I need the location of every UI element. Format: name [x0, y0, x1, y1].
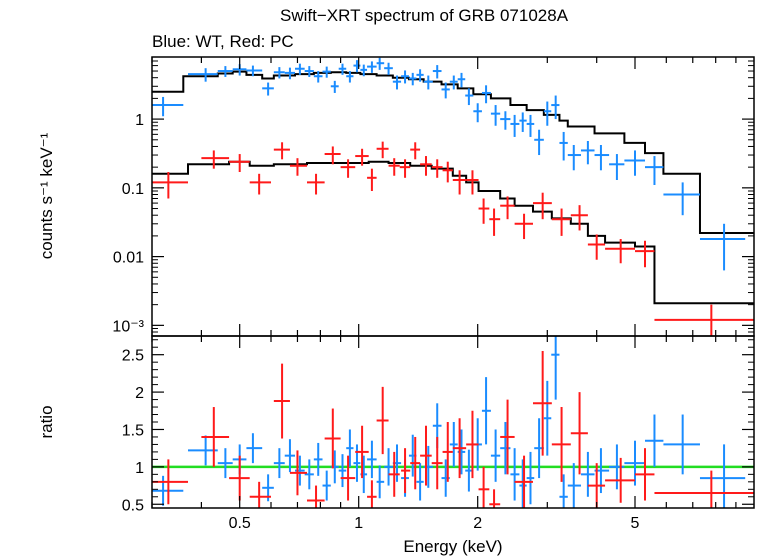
- x-tick-label: 2: [473, 515, 482, 532]
- bottom-y-tick-label: 2: [135, 385, 144, 402]
- top-y-tick-label: 10⁻³: [112, 318, 144, 335]
- x-axis-label: Energy (keV): [403, 537, 502, 556]
- bottom-y-tick-label: 1: [135, 460, 144, 477]
- top-y-axis-label: counts s⁻¹ keV⁻¹: [37, 132, 56, 259]
- bottom-y-axis-label: ratio: [37, 405, 56, 438]
- x-tick-label: 0.5: [229, 515, 251, 532]
- model-curve-wt: [152, 70, 754, 235]
- bottom-y-tick-label: 2.5: [122, 348, 144, 365]
- top-panel-frame: [151, 56, 755, 337]
- top-y-tick-label: 0.01: [113, 250, 144, 267]
- x-tick-label: 1: [354, 515, 363, 532]
- chart-subtitle: Blue: WT, Red: PC: [152, 32, 294, 51]
- model-curve-pc: [152, 160, 754, 305]
- top-y-tick-label: 1: [135, 112, 144, 129]
- bottom-y-tick-label: 0.5: [122, 497, 144, 514]
- chart-title: Swift−XRT spectrum of GRB 071028A: [280, 6, 569, 25]
- bottom-y-tick-label: 1.5: [122, 422, 144, 439]
- x-tick-label: 5: [631, 515, 640, 532]
- top-y-tick-label: 0.1: [122, 181, 144, 198]
